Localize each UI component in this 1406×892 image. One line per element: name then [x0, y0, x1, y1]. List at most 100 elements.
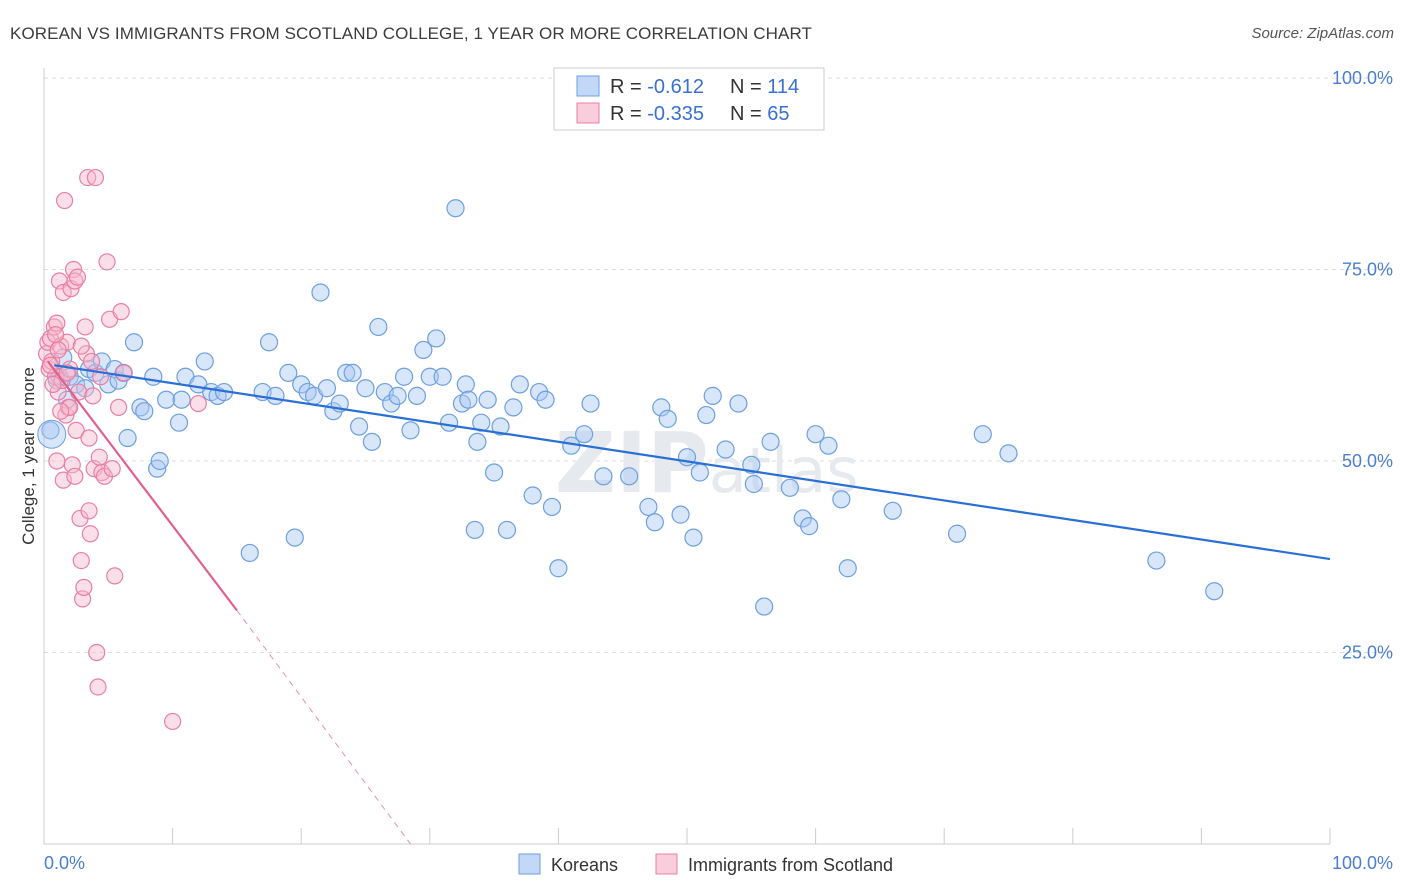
y-axis-title: College, 1 year or more: [19, 367, 38, 545]
data-point-koreans: [285, 528, 304, 547]
data-point-koreans: [620, 467, 639, 486]
data-point-koreans: [356, 379, 375, 398]
data-point-scotland: [89, 678, 107, 696]
legend-n-value: 114: [767, 76, 799, 98]
data-point-koreans: [491, 417, 510, 436]
data-point-scotland: [49, 341, 67, 359]
source-label: Source: ZipAtlas.com: [1251, 25, 1394, 42]
legend-r-label: R =: [610, 76, 647, 98]
svg-text:R = -0.612: R = -0.612: [610, 76, 704, 98]
data-point-scotland: [106, 567, 124, 585]
data-point-scotland: [103, 460, 121, 478]
data-point-koreans: [41, 421, 60, 440]
data-point-koreans: [240, 543, 259, 563]
data-point-koreans: [468, 432, 487, 451]
data-point-koreans: [581, 394, 600, 413]
x-tick-label: 0.0%: [44, 853, 85, 873]
data-point-koreans: [337, 363, 356, 383]
data-point-koreans: [407, 386, 427, 405]
data-point-scotland: [189, 394, 207, 413]
data-point-scotland: [48, 452, 66, 470]
data-point-scotland: [72, 551, 90, 570]
data-point-koreans: [645, 513, 664, 532]
data-point-scotland: [54, 283, 72, 302]
legend-r-value: -0.612: [647, 76, 704, 98]
data-point-koreans: [118, 428, 137, 448]
x-tick-label: 100.0%: [1332, 853, 1393, 873]
data-point-scotland: [90, 448, 108, 466]
data-point-koreans: [497, 520, 517, 540]
trend-lines: [46, 360, 1331, 845]
data-point-scotland: [84, 387, 102, 405]
bottom-legend-koreans: Koreans: [551, 855, 618, 875]
data-point-koreans: [150, 451, 169, 471]
data-point-koreans: [510, 375, 529, 394]
data-point-koreans: [388, 386, 407, 405]
data-point-koreans: [761, 432, 780, 451]
legend-n-label: N =: [730, 76, 767, 98]
data-point-koreans: [414, 340, 433, 360]
y-tick-label: 100.0%: [1332, 68, 1393, 88]
data-point-koreans: [639, 497, 658, 517]
data-point-koreans: [349, 417, 369, 436]
legend-swatch-koreans: [576, 75, 600, 97]
data-point-koreans: [144, 367, 163, 386]
data-point-koreans: [838, 559, 857, 578]
data-point-scotland: [76, 318, 94, 336]
data-point-koreans: [279, 363, 298, 383]
data-point-koreans: [169, 413, 189, 432]
data-point-koreans: [806, 425, 825, 444]
data-point-koreans: [947, 524, 967, 543]
bottom-legend-swatch-koreans: [518, 853, 541, 875]
data-point-koreans: [465, 520, 484, 540]
data-point-koreans: [744, 474, 763, 494]
data-point-koreans: [575, 425, 594, 444]
data-point-koreans: [311, 283, 330, 302]
data-point-koreans: [523, 486, 542, 505]
data-point-koreans: [780, 478, 799, 497]
data-point-koreans: [172, 390, 191, 409]
data-point-koreans: [135, 402, 154, 421]
data-point-koreans: [459, 390, 478, 409]
svg-text:N = 114: N = 114: [730, 76, 799, 98]
data-point-koreans: [420, 367, 439, 386]
legend-n-value: 65: [767, 103, 789, 125]
data-point-koreans: [433, 367, 452, 386]
trend-line-scotland: [46, 360, 238, 612]
data-point-koreans: [671, 505, 690, 524]
data-point-scotland: [75, 578, 93, 596]
data-point-koreans: [478, 390, 497, 409]
data-point-scotland: [46, 326, 65, 344]
data-point-koreans: [456, 375, 475, 394]
data-point-koreans: [343, 363, 362, 383]
data-point-koreans: [485, 463, 504, 482]
data-point-koreans: [439, 413, 459, 432]
data-point-scotland: [80, 429, 98, 447]
data-point-scotland: [115, 364, 133, 382]
data-point-scotland: [86, 168, 105, 187]
series-legend: Koreans Immigrants from Scotland: [518, 853, 893, 875]
data-point-koreans: [652, 398, 671, 417]
data-point-scotland: [66, 467, 84, 485]
data-point-koreans: [755, 597, 774, 616]
correlation-legend: R = -0.612 N = 114 R = -0.335 N = 65: [553, 67, 825, 131]
data-point-koreans: [317, 379, 337, 398]
data-point-koreans: [504, 398, 523, 417]
data-point-koreans: [684, 528, 703, 547]
legend-swatch-scotland: [576, 102, 600, 124]
data-point-scotland: [88, 643, 106, 662]
grid-lines: [44, 77, 1392, 653]
data-point-scotland: [81, 525, 99, 543]
data-point-koreans: [703, 386, 722, 405]
series-koreans: [37, 199, 1224, 616]
data-point-scotland: [80, 502, 98, 520]
data-point-koreans: [157, 390, 176, 409]
data-point-koreans: [658, 409, 677, 428]
data-point-koreans: [195, 352, 214, 371]
data-point-koreans: [716, 440, 735, 459]
data-point-koreans: [697, 405, 716, 425]
axes: [43, 68, 1331, 845]
data-point-scotland: [70, 383, 88, 401]
data-point-scotland: [67, 421, 85, 439]
data-point-scotland: [61, 398, 79, 416]
